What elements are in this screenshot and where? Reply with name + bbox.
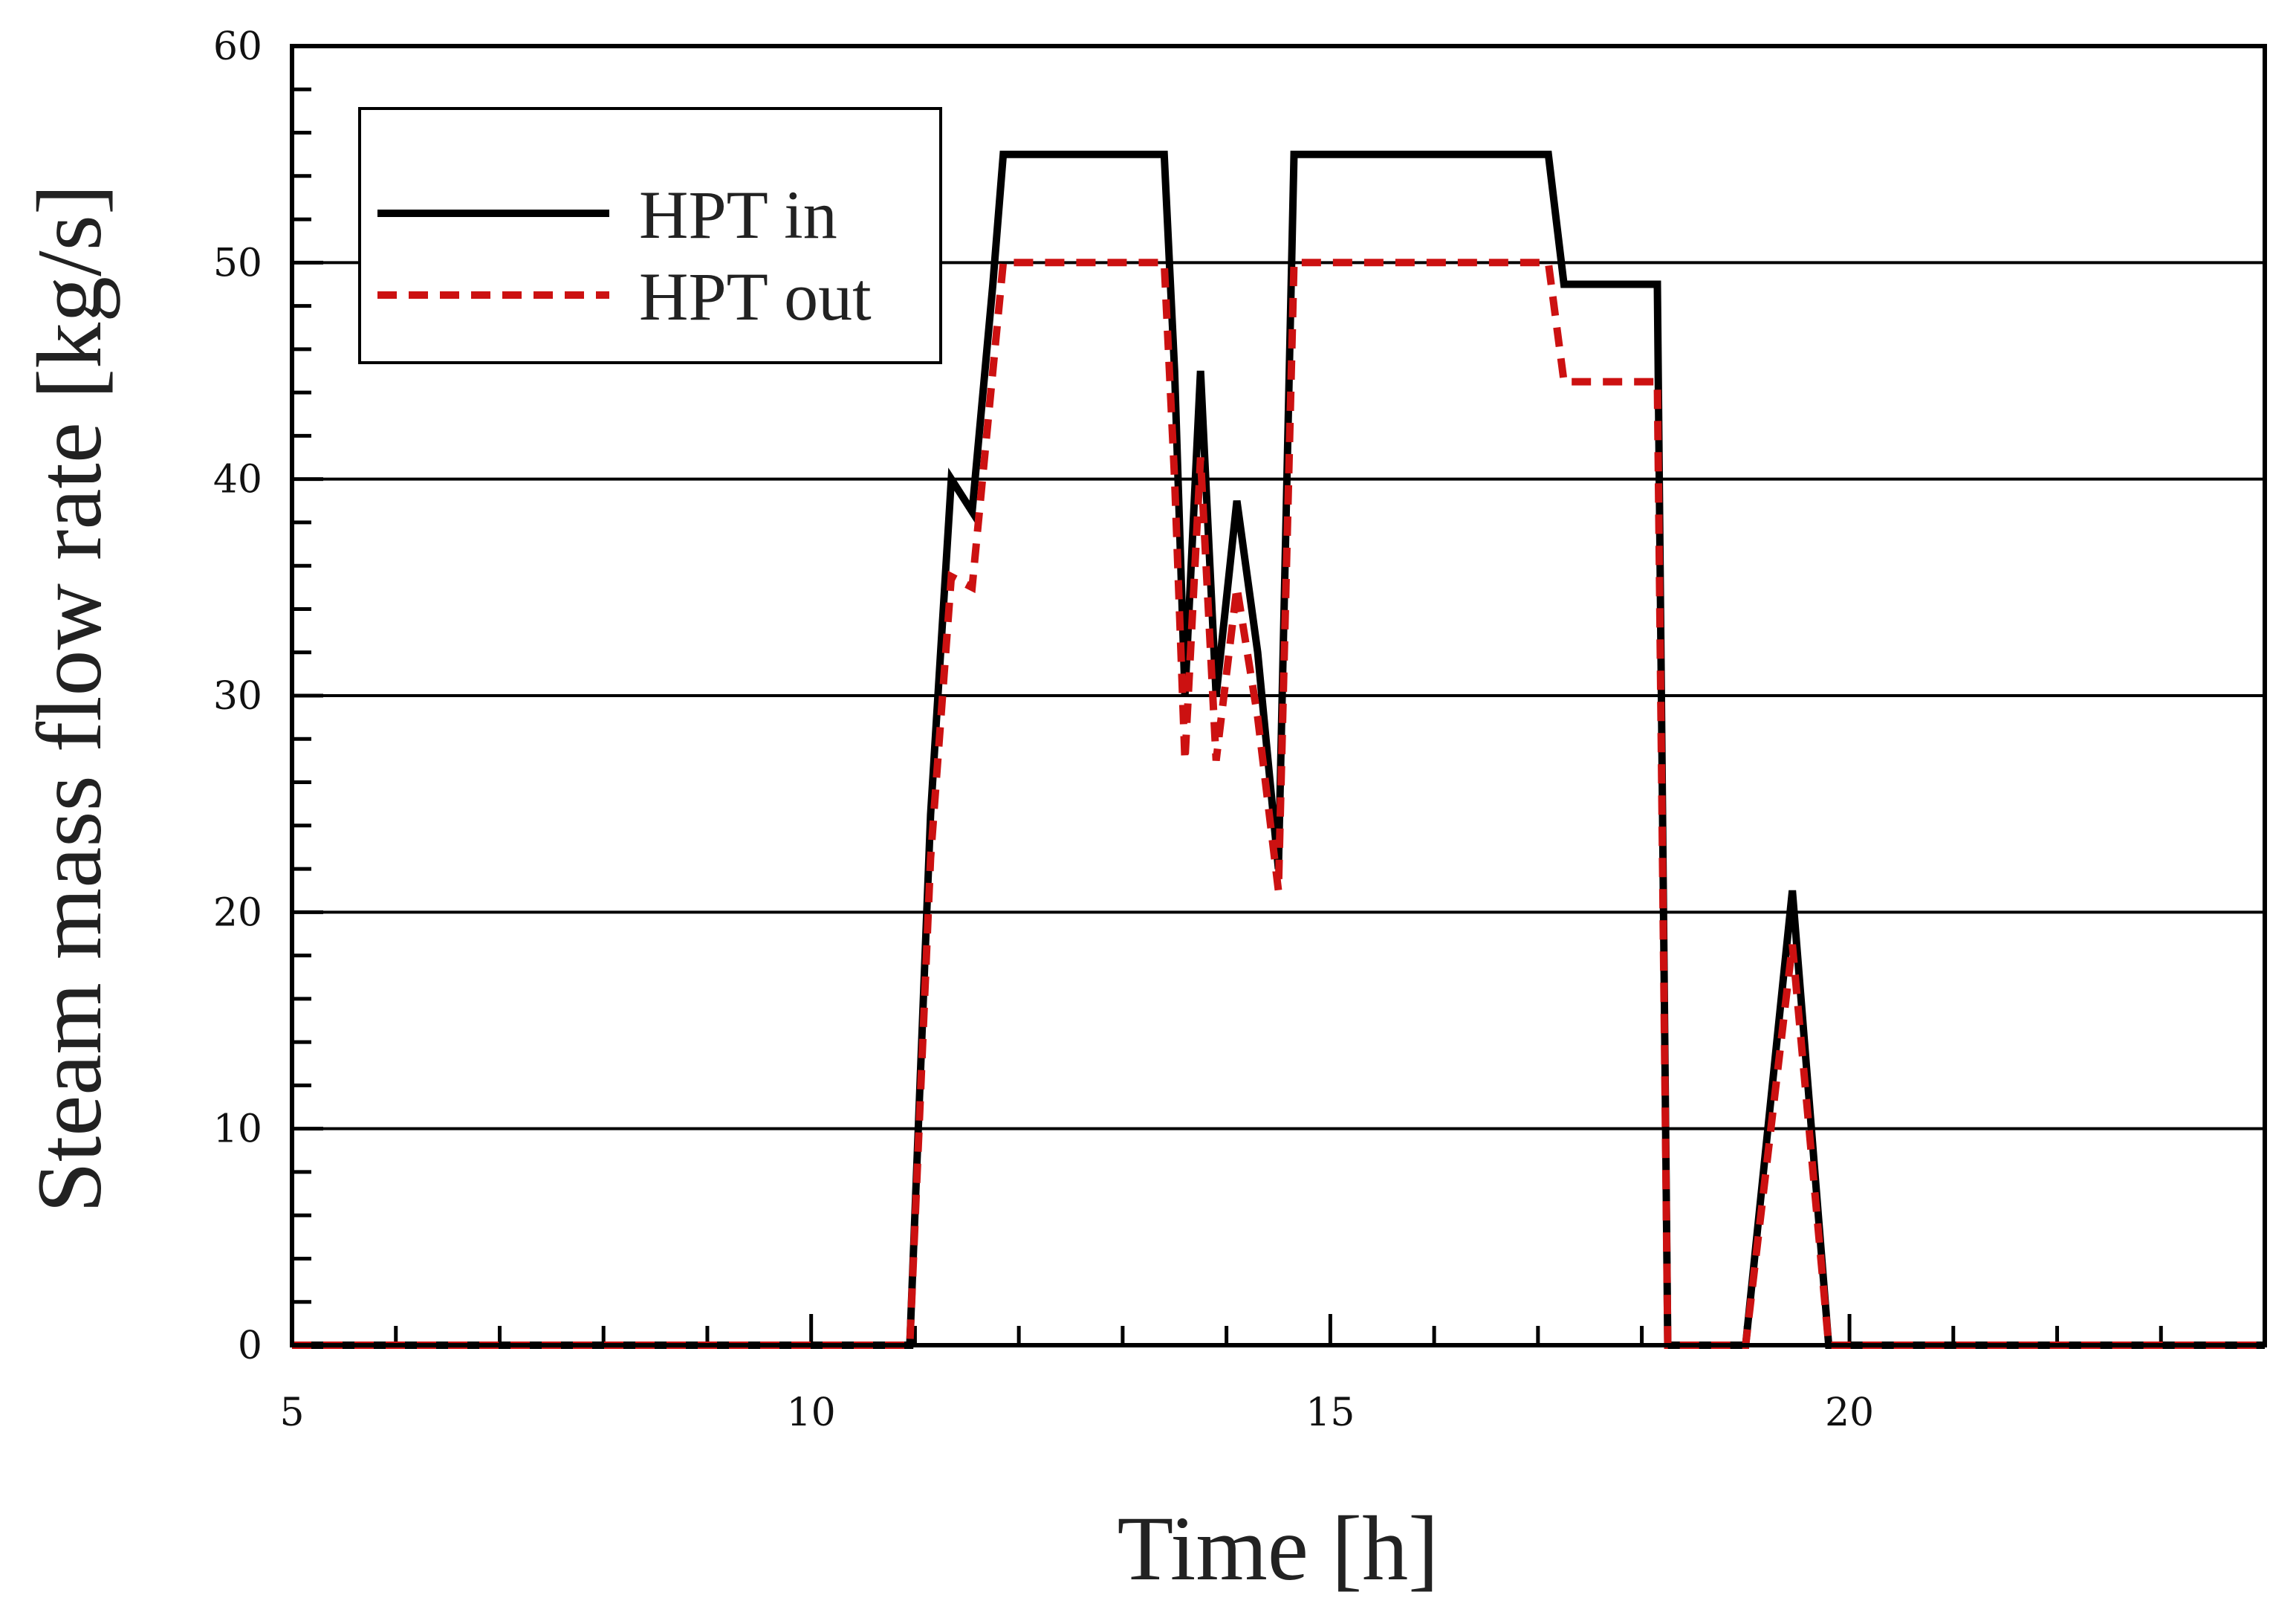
x-axis-title: Time [h]: [1118, 1498, 1439, 1599]
y-tick-label-10: 10: [213, 1107, 262, 1152]
legend: HPT in HPT out: [358, 107, 942, 364]
x-tick-label-20: 20: [1825, 1391, 1874, 1435]
x-tick-label-10: 10: [787, 1391, 836, 1435]
y-tick-label-40: 40: [213, 458, 262, 502]
series-line-hpt-out: [292, 259, 2265, 1349]
y-tick-label-30: 30: [213, 674, 262, 719]
legend-label-hpt-in: HPT in: [639, 177, 837, 253]
y-axis-title: Steam mass flow rate [kg/s]: [19, 184, 120, 1213]
y-tick-label-0: 0: [238, 1324, 262, 1368]
legend-box: [358, 107, 942, 364]
x-tick-label-15: 15: [1306, 1391, 1355, 1435]
y-tick-label-60: 60: [213, 25, 262, 69]
tick-labels: 0 10 20 30 40 50 60 5 10 15 20: [213, 25, 1874, 1435]
plot-frame: [290, 44, 2267, 1347]
x-tick-label-5: 5: [279, 1391, 304, 1435]
gridlines: [292, 261, 2265, 1130]
legend-label-hpt-out: HPT out: [639, 259, 872, 334]
y-tick-label-20: 20: [213, 890, 262, 935]
y-tick-label-50: 50: [213, 241, 262, 285]
